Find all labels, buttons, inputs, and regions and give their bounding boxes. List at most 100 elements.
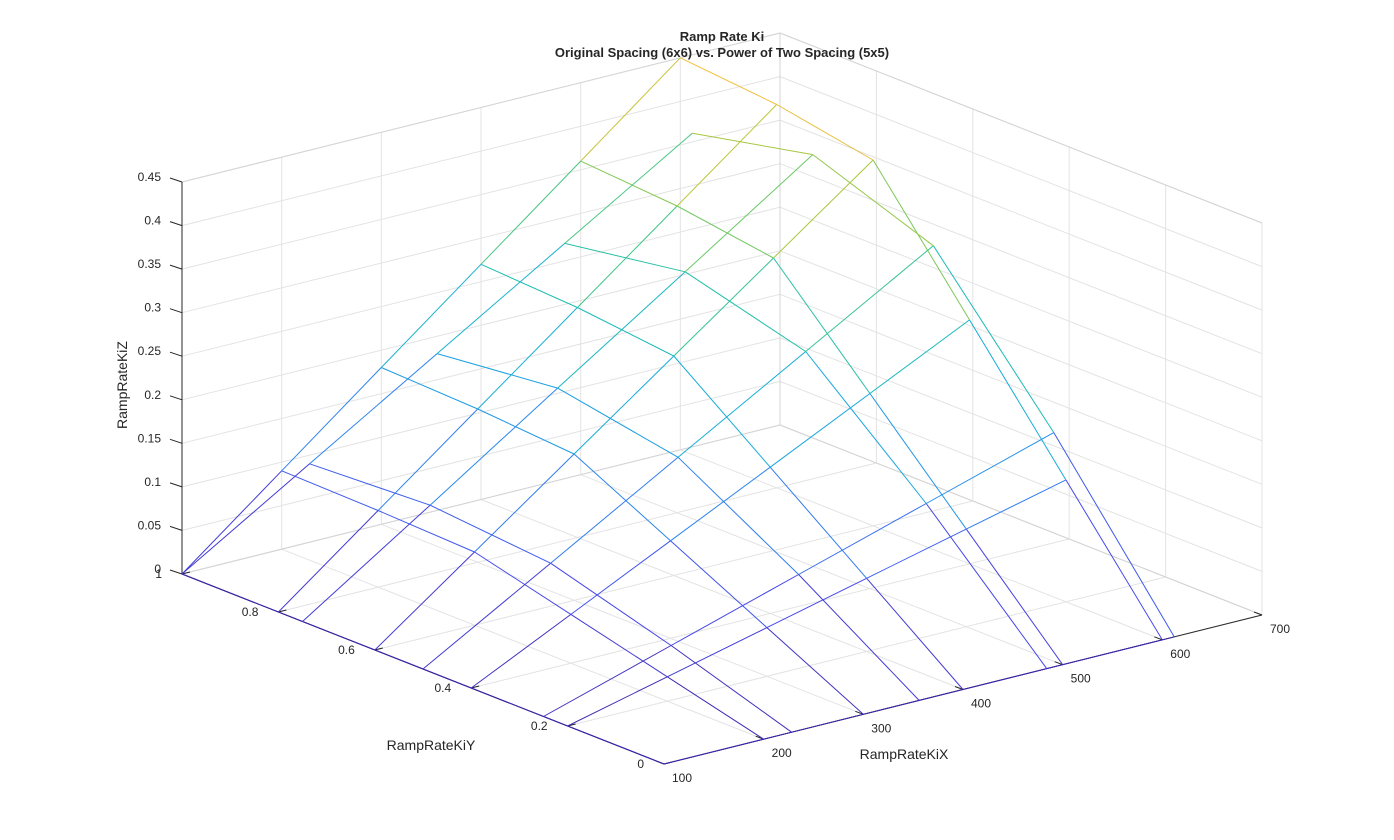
z-tick-mark bbox=[169, 482, 183, 488]
side-wall-gridline-z bbox=[779, 163, 1263, 355]
mesh-1-edge bbox=[965, 528, 1064, 665]
mesh-1-edge bbox=[480, 160, 582, 265]
y-tick-label: 1 bbox=[155, 567, 162, 581]
mesh-2-edge bbox=[436, 353, 558, 389]
chart-subtitle: Original Spacing (6x6) vs. Power of Two … bbox=[555, 45, 889, 60]
floor-gridline-y bbox=[374, 500, 973, 651]
side-top-edge bbox=[779, 32, 1263, 224]
mesh-2-edge bbox=[925, 503, 1048, 669]
mesh-1-edge bbox=[869, 319, 970, 394]
back-floor-edge-x bbox=[779, 424, 1263, 616]
mesh-1-edge bbox=[580, 160, 678, 207]
mesh-1-edge bbox=[673, 257, 774, 357]
x-tick-mark bbox=[1253, 611, 1263, 616]
z-tick-label: 0.35 bbox=[138, 257, 162, 271]
mesh-2-edge bbox=[309, 353, 438, 465]
mesh-2-edge bbox=[543, 716, 665, 765]
z-tick-mark bbox=[169, 395, 183, 401]
floor-gridline-y bbox=[278, 462, 877, 613]
x-tick-label: 600 bbox=[1170, 647, 1190, 661]
y-tick-label: 0.6 bbox=[338, 643, 355, 657]
mesh-1-edge bbox=[769, 466, 867, 579]
y-tick-mark bbox=[181, 571, 191, 575]
mesh-1-edge bbox=[673, 355, 771, 468]
mesh-2-edge bbox=[798, 503, 927, 575]
z-tick-label: 0.05 bbox=[138, 518, 162, 532]
mesh-1-edge bbox=[766, 627, 864, 715]
x-tick-mark bbox=[954, 686, 964, 690]
floor-gridline-x bbox=[480, 499, 964, 690]
mesh-1-edge bbox=[381, 367, 478, 410]
mesh-1-edge bbox=[773, 159, 874, 259]
mesh-1-edge bbox=[480, 263, 578, 308]
floor-gridline-y bbox=[567, 576, 1166, 727]
x-tick-label: 200 bbox=[772, 746, 792, 760]
mesh-2-edge bbox=[429, 504, 551, 564]
y-tick-label: 0.8 bbox=[242, 605, 259, 619]
mesh-2-edge bbox=[557, 271, 686, 389]
mesh-1-edge bbox=[776, 104, 874, 161]
back-wall-gridline-z bbox=[181, 119, 781, 270]
side-wall-gridline-z bbox=[779, 293, 1263, 485]
mesh-1-edge bbox=[866, 577, 964, 690]
chart-title: Ramp Rate Ki bbox=[680, 29, 765, 44]
mesh-1-edge bbox=[477, 307, 578, 410]
back-wall-gridline-z bbox=[181, 337, 781, 488]
side-wall-gridline-z bbox=[779, 380, 1263, 572]
mesh-1-edge bbox=[570, 540, 671, 615]
tick-labels: 10020030040050060070000.20.40.60.8100.05… bbox=[138, 170, 1291, 785]
x-tick-mark bbox=[1054, 661, 1063, 666]
mesh-2-edge bbox=[1053, 432, 1175, 638]
mesh-1-edge bbox=[670, 466, 771, 542]
mesh-2-edge bbox=[422, 668, 544, 717]
x-tick-label: 500 bbox=[1071, 672, 1091, 686]
x-tick-label: 700 bbox=[1270, 622, 1290, 636]
side-wall-gridline-z bbox=[779, 76, 1263, 268]
y-tick-label: 0.4 bbox=[435, 681, 452, 695]
back-wall-gridline-z bbox=[181, 293, 781, 444]
mesh-2-edge bbox=[564, 132, 693, 244]
back-wall-gridline-z bbox=[181, 206, 781, 357]
mesh-2-edge bbox=[791, 699, 920, 733]
mesh-2-edge bbox=[557, 387, 679, 458]
mesh-2-edge bbox=[677, 351, 807, 458]
y-tick-mark bbox=[278, 609, 287, 613]
mesh-2-edge bbox=[670, 574, 799, 646]
mesh-1-edge bbox=[667, 676, 764, 740]
mesh-2-edge bbox=[684, 271, 806, 352]
mesh-2-edge bbox=[181, 463, 310, 575]
mesh-1-edge bbox=[676, 104, 778, 207]
z-axis-label: RampRateKiZ bbox=[114, 341, 130, 429]
mesh-2-edge bbox=[805, 245, 934, 352]
mesh-1-edge bbox=[573, 355, 675, 455]
x-tick-mark bbox=[855, 710, 864, 715]
mesh-2-edge bbox=[302, 504, 431, 622]
y-tick-mark bbox=[374, 647, 383, 651]
floor-gridline-x bbox=[281, 548, 764, 740]
floor-gridline-y bbox=[471, 538, 1070, 689]
mesh-1-edge bbox=[577, 205, 678, 308]
mesh-1-edge bbox=[477, 408, 575, 455]
z-tick-label: 0.25 bbox=[138, 344, 162, 358]
mesh-1-edge bbox=[773, 257, 871, 394]
z-tick-mark bbox=[169, 525, 183, 531]
mesh-1-edge bbox=[1065, 479, 1163, 641]
mesh-2-edge bbox=[550, 562, 672, 646]
mesh-2-edge bbox=[798, 574, 920, 701]
mesh-1-edge bbox=[676, 205, 774, 259]
mesh-1-edge bbox=[573, 453, 671, 542]
mesh-1-edge bbox=[377, 408, 479, 511]
z-tick-mark bbox=[169, 438, 183, 444]
mesh-1-edge bbox=[769, 393, 871, 468]
mesh-2-edge bbox=[925, 432, 1055, 504]
mesh-2-edge bbox=[429, 387, 558, 506]
mesh-1-edge bbox=[577, 307, 675, 357]
z-tick-label: 0.45 bbox=[138, 170, 162, 184]
floor-gridline-x bbox=[680, 449, 1163, 641]
mesh-2-edge bbox=[670, 645, 792, 733]
side-wall-gridline-z bbox=[779, 206, 1263, 398]
floor-gridline-x bbox=[381, 523, 864, 715]
z-tick-label: 0.4 bbox=[144, 214, 161, 228]
mesh-2-edge bbox=[805, 351, 927, 504]
